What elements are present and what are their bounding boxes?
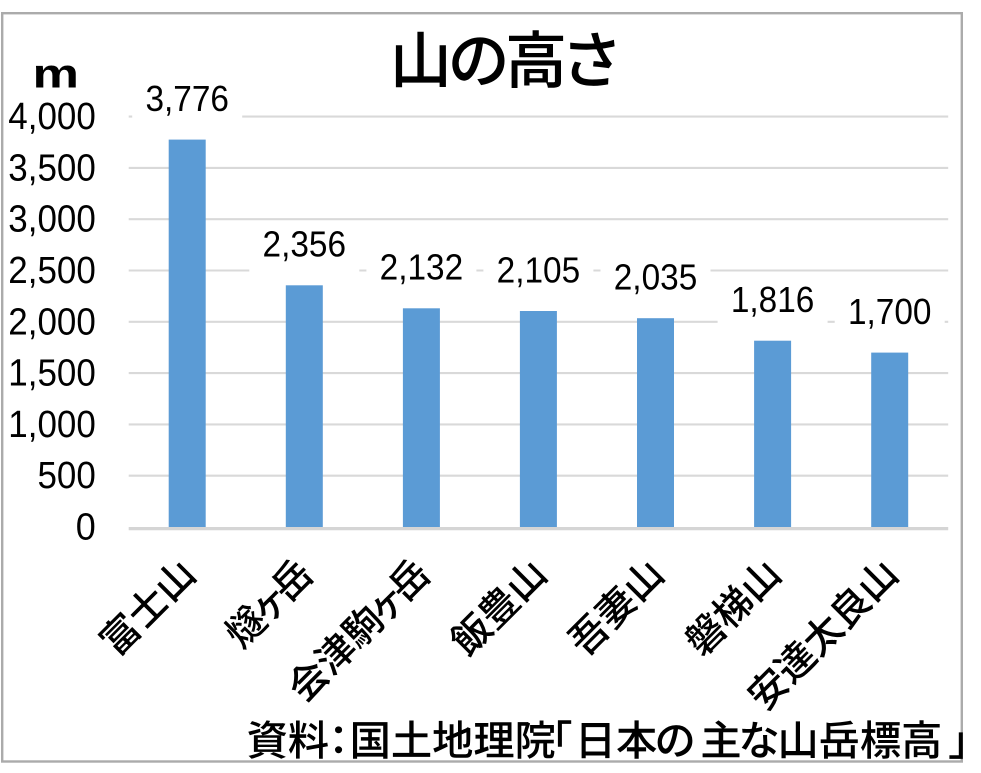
svg-text:2,356: 2,356: [263, 224, 347, 265]
svg-text:3,500: 3,500: [8, 147, 96, 189]
svg-text:2,000: 2,000: [8, 301, 96, 343]
svg-text:4,000: 4,000: [8, 96, 96, 138]
svg-text:2,500: 2,500: [8, 250, 96, 292]
svg-text:0: 0: [76, 507, 96, 549]
svg-text:m: m: [33, 50, 80, 96]
svg-text:1,500: 1,500: [8, 353, 96, 395]
svg-text:1,000: 1,000: [8, 404, 96, 446]
svg-text:1,700: 1,700: [848, 291, 932, 332]
svg-text:1,816: 1,816: [731, 279, 815, 320]
svg-text:3,000: 3,000: [8, 199, 96, 241]
svg-text:2,105: 2,105: [497, 249, 581, 290]
svg-text:3,776: 3,776: [145, 78, 229, 119]
svg-text:2,035: 2,035: [614, 257, 698, 298]
svg-text:2,132: 2,132: [380, 247, 464, 288]
svg-text:500: 500: [38, 455, 96, 497]
